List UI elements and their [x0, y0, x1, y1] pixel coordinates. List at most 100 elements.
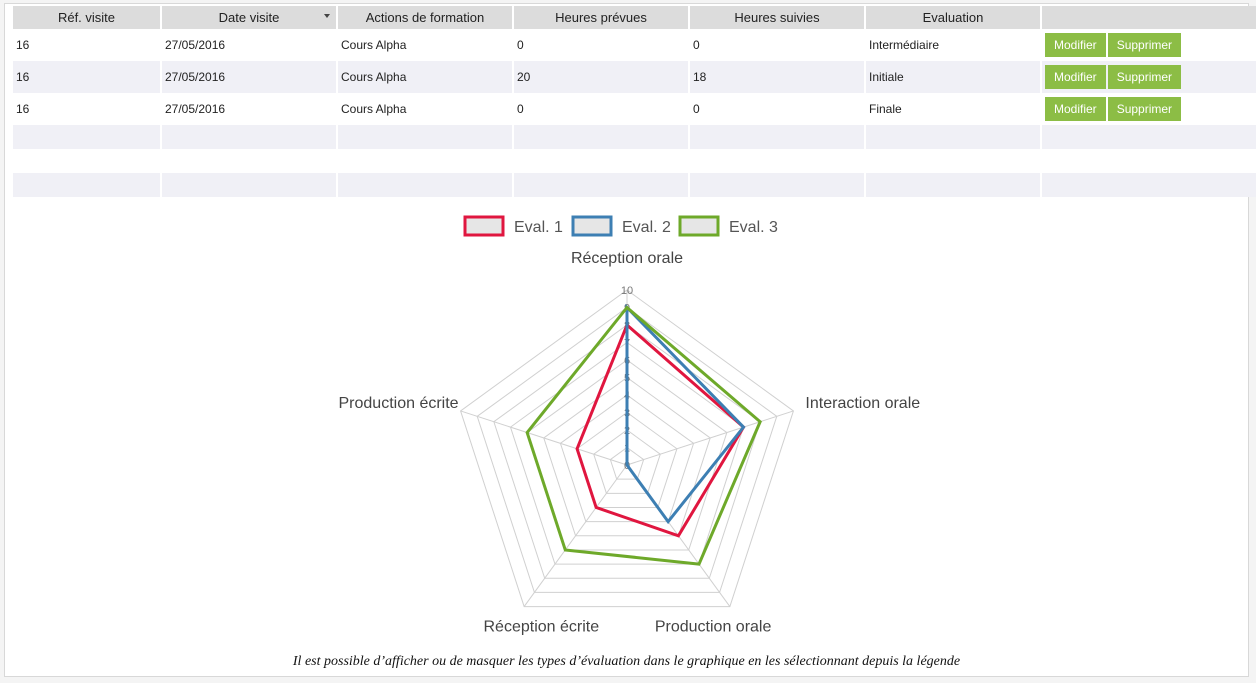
cell-prevues: 0 — [513, 93, 690, 125]
column-header-5[interactable]: Evaluation — [865, 6, 1042, 29]
cell-suivies: 0 — [689, 29, 866, 61]
grid-ring — [493, 324, 761, 579]
cell-prevues: 0 — [513, 29, 690, 61]
table-header-row: Réf. visite Date visite Actions de formati… — [13, 6, 1256, 29]
column-header-label: Heures prévues — [555, 10, 647, 25]
empty-cell — [865, 149, 1042, 173]
empty-cell — [689, 173, 866, 197]
empty-cell — [13, 149, 162, 173]
cell-suivies: 18 — [689, 61, 866, 93]
empty-cell — [689, 125, 866, 149]
empty-row — [13, 149, 1256, 173]
legend-swatch — [463, 215, 505, 237]
legend-item-eval-2[interactable]: Eval. 2 — [571, 215, 671, 237]
legend-swatch — [571, 215, 613, 237]
legend-swatch — [678, 215, 720, 237]
grid-ring — [609, 446, 645, 480]
empty-cell — [161, 173, 338, 197]
delete-button[interactable]: Supprimer — [1107, 33, 1182, 57]
table-row[interactable]: 16 27/05/2016 Cours Alpha 0 0 Finale Modifier S… — [13, 93, 1256, 125]
cell-actions: Modifier Supprimer — [1041, 93, 1256, 125]
grid-ring — [576, 411, 678, 508]
column-header-1[interactable]: Date visite — [161, 6, 338, 29]
column-header-2[interactable]: Actions de formation — [337, 6, 514, 29]
column-header-label: Réf. visite — [57, 10, 116, 25]
grid-spoke — [626, 410, 794, 466]
empty-cell — [513, 125, 690, 149]
empty-cell — [513, 173, 690, 197]
cell-prevues: 20 — [513, 61, 690, 93]
axis-label: Production orale — [655, 619, 772, 636]
cell-evaluation: Finale — [865, 93, 1042, 125]
cell-ref: 16 — [13, 93, 162, 125]
visits-panel: Réf. visite Date visite Actions de formati… — [4, 3, 1256, 677]
legend-item-eval-3[interactable]: Eval. 3 — [678, 215, 778, 237]
edit-button[interactable]: Modifier — [1045, 97, 1106, 121]
empty-row — [13, 125, 1256, 149]
column-header-0[interactable]: Réf. visite — [13, 6, 162, 29]
column-header-6[interactable] — [1041, 6, 1256, 29]
grid-spoke — [523, 464, 628, 607]
axis-label: Production écrite — [339, 395, 459, 412]
delete-button[interactable]: Supprimer — [1107, 97, 1182, 121]
grid-ring — [509, 341, 745, 565]
legend-label: Eval. 3 — [729, 219, 778, 236]
chart-caption: Il est possible d’afficher ou de masquer… — [292, 654, 961, 669]
empty-cell — [865, 173, 1042, 197]
grid-ring — [593, 429, 661, 494]
empty-cell — [337, 125, 514, 149]
empty-cell — [13, 125, 162, 149]
edit-button[interactable]: Modifier — [1045, 65, 1106, 89]
legend-item-eval-1[interactable]: Eval. 1 — [463, 215, 563, 237]
cell-evaluation: Intermédiaire — [865, 29, 1042, 61]
cell-action: Cours Alpha — [337, 93, 514, 125]
cell-date: 27/05/2016 — [161, 61, 338, 93]
column-header-label: Actions de formation — [365, 10, 485, 25]
empty-cell — [337, 149, 514, 173]
chart-legend: Eval. 1 Eval. 2 Eval. 3 — [463, 215, 778, 237]
legend-label: Eval. 1 — [514, 219, 563, 236]
cell-evaluation: Initiale — [865, 61, 1042, 93]
column-header-label: Heures suivies — [734, 10, 820, 25]
empty-cell — [865, 125, 1042, 149]
grid-ring — [526, 359, 728, 551]
grid-ring — [559, 394, 695, 523]
cell-ref: 16 — [13, 61, 162, 93]
grid-spoke — [460, 410, 628, 466]
axis-label: Réception orale — [571, 250, 683, 267]
cell-action: Cours Alpha — [337, 29, 514, 61]
empty-cell — [161, 125, 338, 149]
axis-label: Réception écrite — [484, 619, 600, 636]
tick-label: 10 — [621, 285, 633, 297]
empty-cell — [689, 149, 866, 173]
empty-cell — [513, 149, 690, 173]
empty-cell — [1041, 125, 1256, 149]
column-header-label: Date visite — [218, 10, 280, 25]
empty-cell — [337, 173, 514, 197]
delete-button[interactable]: Supprimer — [1107, 65, 1182, 89]
column-header-4[interactable]: Heures suivies — [689, 6, 866, 29]
axis-label: Interaction orale — [805, 395, 920, 412]
series-line-eval-3 — [525, 305, 762, 566]
cell-ref: 16 — [13, 29, 162, 61]
empty-cell — [1041, 149, 1256, 173]
grid-ring — [476, 306, 778, 593]
cell-actions: Modifier Supprimer — [1041, 61, 1256, 93]
grid-ring — [459, 289, 795, 608]
edit-button[interactable]: Modifier — [1045, 33, 1106, 57]
table-row[interactable]: 16 27/05/2016 Cours Alpha 0 0 Intermédiaire Mo… — [13, 29, 1256, 61]
table-row[interactable]: 16 27/05/2016 Cours Alpha 20 18 Initiale Modif… — [13, 61, 1256, 93]
column-header-label: Evaluation — [922, 10, 984, 25]
series-line-eval-1 — [575, 322, 746, 538]
cell-date: 27/05/2016 — [161, 93, 338, 125]
cell-action: Cours Alpha — [337, 61, 514, 93]
cell-date: 27/05/2016 — [161, 29, 338, 61]
visits-table: Réf. visite Date visite Actions de formati… — [13, 6, 1256, 197]
grid-ring — [543, 376, 711, 537]
sort-down-icon[interactable] — [324, 14, 330, 18]
cell-suivies: 0 — [689, 93, 866, 125]
column-header-3[interactable]: Heures prévues — [513, 6, 690, 29]
empty-cell — [161, 149, 338, 173]
table-body: 16 27/05/2016 Cours Alpha 0 0 Intermédiaire Mo… — [13, 29, 1256, 197]
